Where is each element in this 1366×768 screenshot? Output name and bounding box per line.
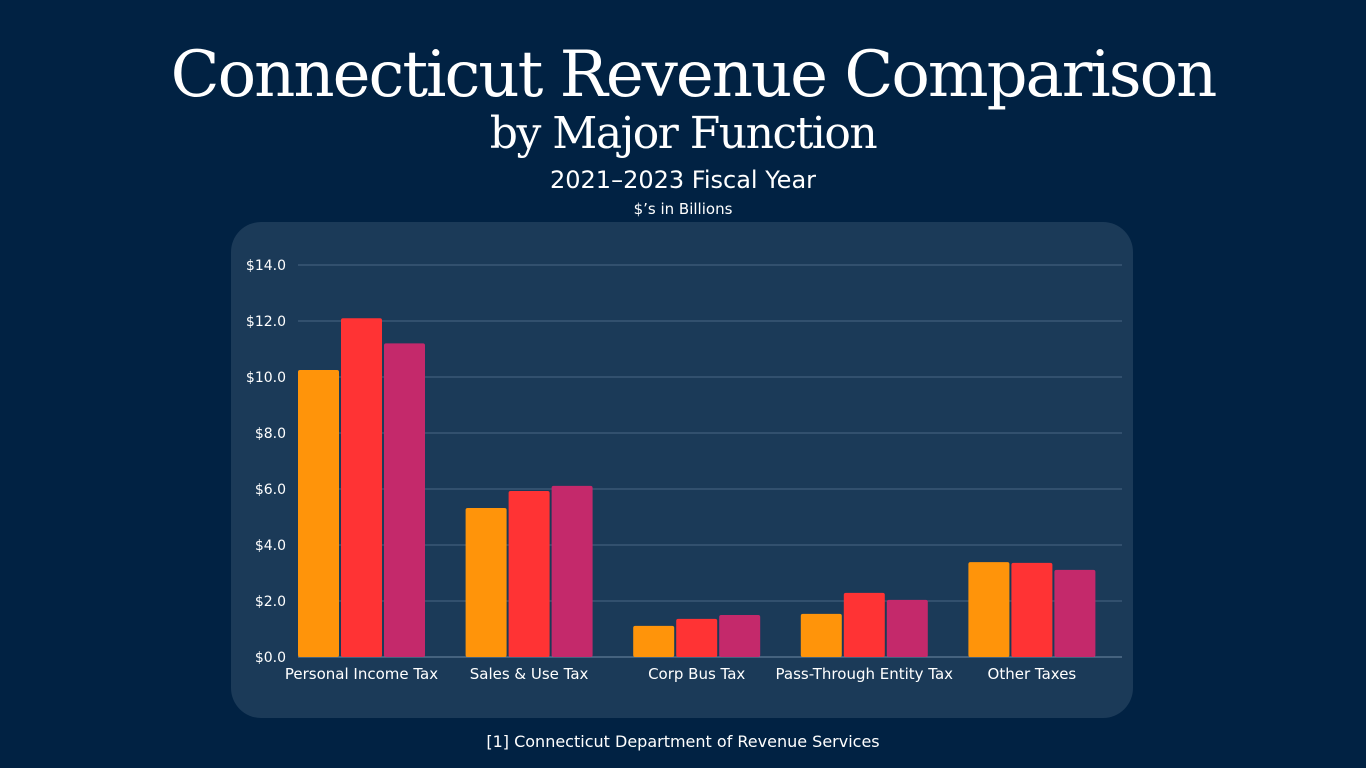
chart-title: Connecticut Revenue Comparison [170, 38, 1218, 112]
bar [384, 343, 425, 657]
bar [886, 599, 928, 657]
x-tick-label: Other Taxes [988, 665, 1077, 683]
bar [1011, 562, 1053, 657]
x-tick-label: Sales & Use Tax [470, 665, 589, 683]
y-tick-label: $12.0 [246, 314, 286, 330]
x-tick-label: Pass-Through Entity Tax [776, 665, 954, 683]
bar [800, 613, 842, 657]
bar [633, 625, 675, 657]
bar [465, 508, 507, 657]
x-tick-label: Personal Income Tax [285, 665, 438, 683]
bar [508, 490, 550, 657]
y-tick-label: $4.0 [255, 538, 286, 554]
y-tick-label: $6.0 [255, 482, 286, 498]
y-tick-label: $2.0 [255, 594, 286, 610]
bar [719, 615, 761, 657]
bar [968, 562, 1010, 657]
y-tick-label: $8.0 [255, 426, 286, 442]
bar [551, 485, 593, 657]
x-tick-label: Corp Bus Tax [648, 665, 745, 683]
y-tick-label: $14.0 [246, 258, 286, 274]
period-label: 2021–2023 Fiscal Year [549, 166, 817, 194]
bar [298, 370, 339, 657]
chart-subtitle: by Major Function [489, 108, 878, 159]
bar [1054, 569, 1096, 657]
bar [843, 592, 885, 657]
bar [676, 618, 718, 657]
y-tick-label: $0.0 [255, 650, 286, 666]
bar [341, 318, 382, 657]
y-tick-label: $10.0 [246, 370, 286, 386]
source-note: [1] Connecticut Department of Revenue Se… [486, 732, 880, 751]
units-label: $’s in Billions [633, 200, 733, 218]
